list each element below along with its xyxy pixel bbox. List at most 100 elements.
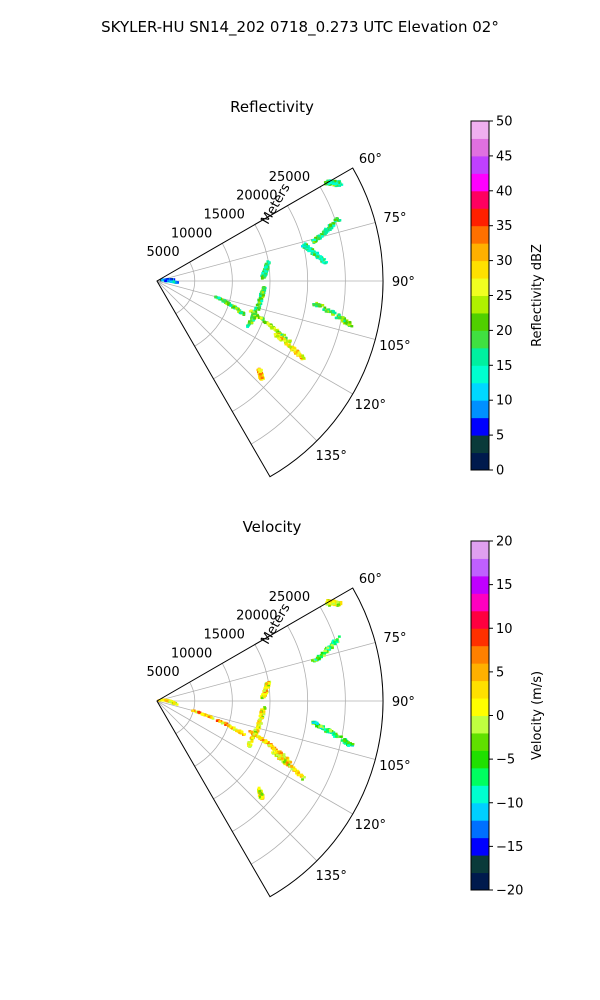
range-tick-label: 5000 xyxy=(147,665,180,680)
echo-gate xyxy=(243,733,247,736)
echo-gate xyxy=(330,226,334,230)
colorbar-swatch xyxy=(471,558,489,568)
echo-gate xyxy=(334,601,337,605)
range-tick-label: 10000 xyxy=(171,226,212,241)
echo-gate xyxy=(260,696,264,700)
colorbar-tick-label: 15 xyxy=(496,578,513,593)
echo-gate xyxy=(172,701,176,705)
echo-gate xyxy=(223,300,227,303)
echo-gate xyxy=(265,691,269,695)
echo-gate xyxy=(292,767,296,771)
echo-gate xyxy=(257,720,261,723)
echo-gate xyxy=(254,734,257,737)
echo-gate xyxy=(277,750,280,754)
echo-gate xyxy=(335,217,339,220)
echo-gate xyxy=(279,335,283,339)
echo-gate xyxy=(263,691,267,695)
echo-gate xyxy=(280,755,284,758)
colorbar-swatch xyxy=(471,619,489,629)
echo-gate xyxy=(311,722,315,726)
colorbar-swatch xyxy=(471,330,489,340)
echo-gate xyxy=(277,754,281,758)
echo-gate xyxy=(338,314,341,317)
echo-gate xyxy=(323,652,327,655)
echo-gate xyxy=(260,708,263,711)
colorbar-swatch xyxy=(471,785,489,795)
echo-gate xyxy=(209,716,213,719)
echo-gate xyxy=(314,240,318,243)
echo-gate xyxy=(258,374,262,377)
echo-gate xyxy=(333,218,337,222)
echo-gate xyxy=(288,765,292,768)
echo-gate xyxy=(256,730,260,733)
echo-gate xyxy=(333,600,337,603)
colorbar-swatch xyxy=(471,680,489,690)
azimuth-tick-label: 90° xyxy=(392,275,415,290)
echo-gate xyxy=(274,329,278,332)
echo-gate xyxy=(267,683,270,687)
colorbar-label: Reflectivity dBZ xyxy=(530,244,545,347)
echo-gate xyxy=(319,725,323,728)
echo-gate xyxy=(275,332,279,335)
echo-gate xyxy=(248,730,252,733)
echo-gate xyxy=(321,261,325,264)
echo-gate xyxy=(252,312,256,315)
echo-gate xyxy=(344,321,348,325)
echo-gate xyxy=(238,311,242,315)
echo-gate xyxy=(246,325,250,329)
colorbar-swatch xyxy=(471,671,489,682)
echo-gate xyxy=(332,184,336,187)
echo-gate xyxy=(264,272,268,276)
range-tick-label: 5000 xyxy=(147,245,180,260)
echo-gate xyxy=(328,604,331,607)
sector-frame xyxy=(156,167,384,478)
azimuth-spoke xyxy=(156,700,318,862)
echo-gate xyxy=(323,728,327,732)
echo-gate xyxy=(283,759,287,762)
colorbar-swatch xyxy=(471,767,489,778)
echo-gate xyxy=(256,316,259,319)
panel-title: Reflectivity xyxy=(230,98,314,116)
echo-gate xyxy=(295,772,299,775)
echo-gate xyxy=(333,179,337,183)
echo-gate xyxy=(350,325,354,328)
colorbar-swatch xyxy=(471,251,489,262)
echo-gate xyxy=(215,719,219,723)
echo-gate xyxy=(251,314,255,317)
echo-gate xyxy=(327,182,331,185)
colorbar-swatch xyxy=(471,636,489,647)
echo-gate xyxy=(305,243,309,246)
echo-gate xyxy=(325,728,329,731)
echo-gate xyxy=(337,603,341,606)
echo-gate xyxy=(229,304,232,307)
echo-gate xyxy=(271,752,275,755)
echo-gate xyxy=(342,319,346,322)
colorbar-swatch xyxy=(471,741,489,751)
echo-gate xyxy=(275,753,279,757)
echo-gate xyxy=(338,184,342,187)
echo-gate xyxy=(289,339,292,342)
echo-gate xyxy=(278,750,282,753)
colorbar-swatch xyxy=(471,216,489,227)
echo-gate xyxy=(342,739,346,742)
echo-gate xyxy=(261,291,265,294)
colorbar-swatch xyxy=(471,190,489,201)
echo-gate xyxy=(250,321,254,325)
echo-gate xyxy=(325,228,329,231)
echo-gate xyxy=(248,745,252,748)
echo-gate xyxy=(249,737,253,740)
colorbar-swatch xyxy=(471,715,489,725)
echo-gate xyxy=(249,309,253,312)
colorbar-swatch xyxy=(471,820,489,830)
echo-gate xyxy=(257,727,261,730)
echo-gate xyxy=(223,721,227,725)
azimuth-spoke xyxy=(156,700,376,760)
echo-gate xyxy=(258,294,262,298)
echo-gate xyxy=(311,238,315,242)
echo-gate xyxy=(331,181,335,184)
echo-gate xyxy=(224,723,228,726)
colorbar-swatch xyxy=(471,208,489,218)
echo-gate xyxy=(214,295,218,299)
echo-gate xyxy=(324,230,328,234)
